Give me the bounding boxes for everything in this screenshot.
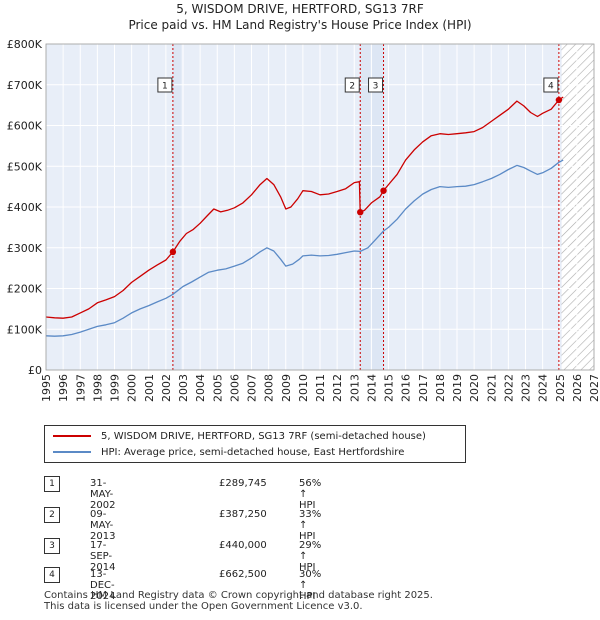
transaction-number: 1 <box>44 476 60 492</box>
chart-legend: 5, WISDOM DRIVE, HERTFORD, SG13 7RF (sem… <box>44 425 466 463</box>
footer-attribution: Contains HM Land Registry data © Crown c… <box>44 590 433 612</box>
property-price-line <box>45 96 564 319</box>
plot-frame <box>45 43 595 371</box>
legend-swatch-hpi <box>53 451 91 453</box>
x-tick-label: 2012 <box>331 374 344 402</box>
transaction-label: 2 <box>349 82 355 92</box>
transaction-hpi: 56% ↑ HPI <box>299 478 322 511</box>
y-tick-label: £200K <box>7 283 43 296</box>
x-tick-label: 2023 <box>520 374 533 402</box>
legend-label-hpi: HPI: Average price, semi-detached house,… <box>101 446 405 458</box>
x-tick-label: 1996 <box>57 374 70 402</box>
y-tick-label: £500K <box>7 160 43 173</box>
x-tick-label: 2013 <box>348 374 361 402</box>
footer-line-1: Contains HM Land Registry data © Crown c… <box>44 590 433 601</box>
x-tick-label: 2001 <box>143 374 156 402</box>
transaction-hpi: 29% ↑ HPI <box>299 540 322 573</box>
x-tick-label: 2004 <box>194 374 207 402</box>
x-tick-label: 2007 <box>246 374 259 402</box>
x-tick-label: 2022 <box>502 374 515 402</box>
x-tick-label: 2005 <box>211 374 224 402</box>
transaction-number: 4 <box>44 567 60 583</box>
x-tick-label: 2003 <box>177 374 190 402</box>
transaction-label-box <box>368 77 384 93</box>
chart-title: 5, WISDOM DRIVE, HERTFORD, SG13 7RF <box>176 2 424 16</box>
transaction-date: 13-DEC-2024 <box>90 569 116 602</box>
x-tick-label: 2020 <box>468 374 481 402</box>
x-tick-label: 2011 <box>314 374 327 402</box>
x-tick-label: 2027 <box>588 374 600 402</box>
transaction-label-box <box>543 77 559 93</box>
legend-label-property: 5, WISDOM DRIVE, HERTFORD, SG13 7RF (sem… <box>101 430 426 442</box>
y-tick-label: £400K <box>7 201 43 214</box>
legend-item-property: 5, WISDOM DRIVE, HERTFORD, SG13 7RF (sem… <box>53 428 426 444</box>
price-chart: 1 2 3 4 £0 £100K £200K £300K £400K £500K £600K £700… <box>7 38 600 402</box>
x-tick-label: 2009 <box>280 374 293 402</box>
x-tick-label: 2019 <box>451 374 464 402</box>
x-tick-label: 1999 <box>109 374 122 402</box>
x-tick-label: 2002 <box>160 374 173 402</box>
y-tick-label: £300K <box>7 242 43 255</box>
transaction-price: £662,500 <box>219 569 267 580</box>
hpi-line <box>45 159 564 337</box>
y-tick-label: £100K <box>7 323 43 336</box>
x-tick-label: 1995 <box>40 374 53 402</box>
x-tick-label: 2016 <box>400 374 413 402</box>
transaction-marker <box>555 96 563 104</box>
transaction-label-box <box>157 77 173 93</box>
x-tick-label: 1997 <box>74 374 87 402</box>
x-tick-label: 2025 <box>554 374 567 402</box>
transaction-price: £440,000 <box>219 540 267 551</box>
y-tick-label: £800K <box>7 38 43 51</box>
x-tick-label: 2010 <box>297 374 310 402</box>
transaction-price: £387,250 <box>219 509 267 520</box>
transaction-label: 4 <box>548 82 554 92</box>
footer-line-2: This data is licensed under the Open Gov… <box>44 601 363 612</box>
transaction-price: £289,745 <box>219 478 267 489</box>
chart-subtitle: Price paid vs. HM Land Registry's House … <box>128 18 472 32</box>
transaction-label-box <box>344 77 360 93</box>
transaction-label: 3 <box>373 82 379 92</box>
y-tick-label: £0 <box>28 364 42 377</box>
x-tick-label: 2006 <box>228 374 241 402</box>
x-tick-label: 2024 <box>537 374 550 402</box>
transaction-label: 1 <box>162 82 168 92</box>
y-tick-label: £600K <box>7 120 43 133</box>
transaction-number: 2 <box>44 507 60 523</box>
transaction-hpi: 33% ↑ HPI <box>299 509 322 542</box>
transaction-date: 31-MAY-2002 <box>90 478 116 511</box>
legend-item-hpi: HPI: Average price, semi-detached house,… <box>53 444 404 460</box>
x-tick-label: 2026 <box>571 374 584 402</box>
x-tick-label: 1998 <box>91 374 104 402</box>
transaction-number: 3 <box>44 538 60 554</box>
transaction-marker <box>357 208 364 216</box>
x-tick-label: 2018 <box>434 374 447 402</box>
x-tick-label: 2015 <box>383 374 396 402</box>
x-tick-label: 2014 <box>365 374 378 402</box>
y-tick-label: £700K <box>7 79 43 92</box>
transaction-marker <box>169 248 177 256</box>
transaction-hpi: 30% ↑ HPI <box>299 569 322 602</box>
x-tick-label: 2000 <box>126 374 139 402</box>
legend-swatch-property <box>53 435 91 437</box>
x-tick-label: 2021 <box>485 374 498 402</box>
transaction-date: 17-SEP-2014 <box>90 540 116 573</box>
transaction-marker <box>380 187 387 194</box>
x-tick-label: 2017 <box>417 374 430 402</box>
transaction-date: 09-MAY-2013 <box>90 509 116 542</box>
x-tick-label: 2008 <box>263 374 276 402</box>
